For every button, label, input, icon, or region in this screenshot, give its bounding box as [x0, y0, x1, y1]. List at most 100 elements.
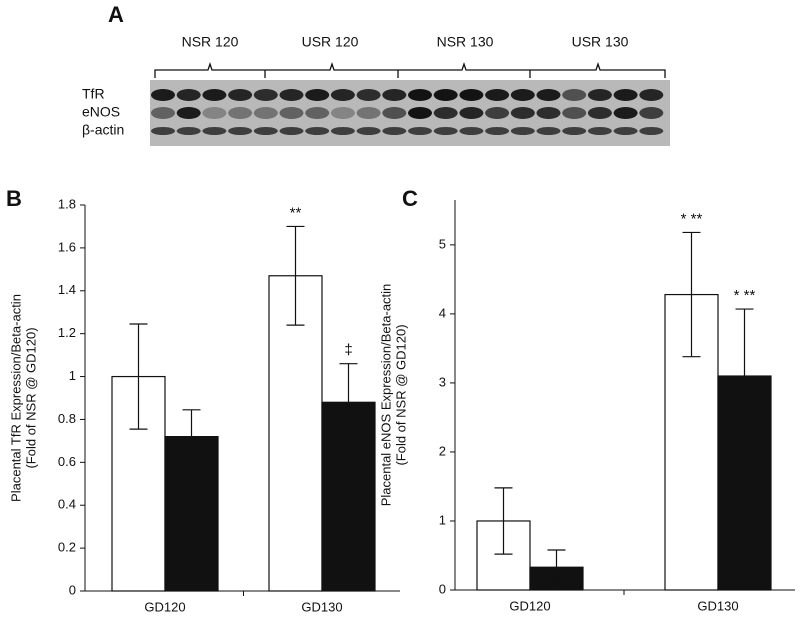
band	[459, 89, 484, 101]
band	[433, 127, 458, 135]
band	[562, 127, 587, 135]
band	[536, 107, 561, 119]
band	[510, 107, 535, 119]
band	[253, 107, 278, 119]
band	[228, 107, 253, 119]
band	[228, 127, 253, 135]
band	[253, 89, 278, 101]
error-bar	[494, 487, 513, 555]
error-bar	[286, 225, 305, 326]
significance-mark: * **	[681, 210, 703, 227]
band	[279, 89, 304, 101]
significance-mark: ‡	[344, 342, 352, 359]
band	[151, 107, 175, 119]
error-bar	[129, 323, 148, 430]
y-tick-label: 1.2	[58, 325, 76, 340]
band	[613, 107, 638, 119]
band	[485, 107, 510, 119]
band	[587, 107, 612, 119]
y-tick-label: 1	[439, 512, 446, 527]
significance-mark: * **	[734, 287, 756, 304]
band	[382, 107, 407, 119]
panel-label: A	[108, 2, 124, 27]
y-tick-label: 4	[439, 305, 446, 320]
band	[485, 127, 510, 135]
y-tick-label: 0.8	[58, 411, 76, 426]
band	[279, 107, 304, 119]
band	[485, 89, 510, 101]
y-tick-label: 5	[439, 236, 446, 251]
band	[382, 127, 407, 135]
y-tick-label: 0.6	[58, 454, 76, 469]
band	[433, 89, 458, 101]
panel-label: B	[6, 186, 22, 211]
band	[613, 89, 638, 101]
y-axis-label: Placental TfR Expression/Beta-actin	[8, 294, 23, 502]
band	[202, 89, 227, 101]
y-tick-label: 1	[69, 368, 76, 383]
band	[510, 127, 535, 135]
x-tick-label: GD120	[509, 598, 550, 613]
band	[536, 89, 561, 101]
y-tick-label: 0.2	[58, 540, 76, 555]
band	[330, 127, 355, 135]
significance-mark: **	[290, 204, 302, 221]
y-tick-label: 1.6	[58, 239, 76, 254]
group-braces	[154, 61, 666, 78]
band	[587, 127, 612, 135]
error-bar	[547, 549, 566, 586]
panel-label: C	[402, 186, 418, 211]
band	[176, 89, 201, 101]
band	[408, 107, 432, 119]
band	[330, 89, 355, 101]
band	[639, 89, 664, 101]
group-label: NSR 120	[182, 34, 239, 50]
band	[356, 127, 381, 135]
band	[253, 127, 278, 135]
band	[536, 127, 561, 135]
band	[176, 127, 201, 135]
group-label: USR 120	[302, 34, 359, 50]
group-label: NSR 130	[437, 34, 494, 50]
band	[587, 89, 612, 101]
error-bar	[339, 363, 358, 442]
blot-bands	[151, 89, 664, 135]
y-tick-label: 0.4	[58, 497, 76, 512]
band	[176, 107, 201, 119]
band	[382, 89, 407, 101]
band	[279, 127, 304, 135]
band	[510, 89, 535, 101]
y-tick-label: 1.8	[58, 196, 76, 211]
y-tick-label: 0	[69, 582, 76, 597]
band	[228, 89, 253, 101]
y-tick-label: 0	[439, 581, 446, 596]
error-bar	[182, 409, 201, 465]
band	[202, 107, 227, 119]
band	[639, 127, 664, 135]
y-axis-label: Placental eNOS Expression/Beta-actin	[378, 284, 393, 507]
band	[459, 127, 484, 135]
x-tick-label: GD120	[144, 599, 185, 614]
band	[408, 89, 432, 101]
band	[305, 107, 330, 119]
band	[330, 107, 355, 119]
band	[305, 89, 330, 101]
row-label: β-actin	[82, 122, 124, 138]
band	[562, 89, 587, 101]
error-bar	[682, 231, 701, 358]
band	[151, 127, 175, 135]
error-bar	[735, 308, 754, 444]
band	[202, 127, 227, 135]
band	[459, 107, 484, 119]
y-axis-label: (Fold of NSR @ GD120)	[23, 327, 38, 468]
band	[408, 127, 432, 135]
band	[356, 107, 381, 119]
y-tick-label: 1.4	[58, 282, 76, 297]
band	[613, 127, 638, 135]
band	[639, 107, 664, 119]
y-axis-label: (Fold of NSR @ GD120)	[393, 324, 408, 465]
y-tick-label: 3	[439, 374, 446, 389]
band	[151, 89, 175, 101]
group-label: USR 130	[572, 34, 629, 50]
